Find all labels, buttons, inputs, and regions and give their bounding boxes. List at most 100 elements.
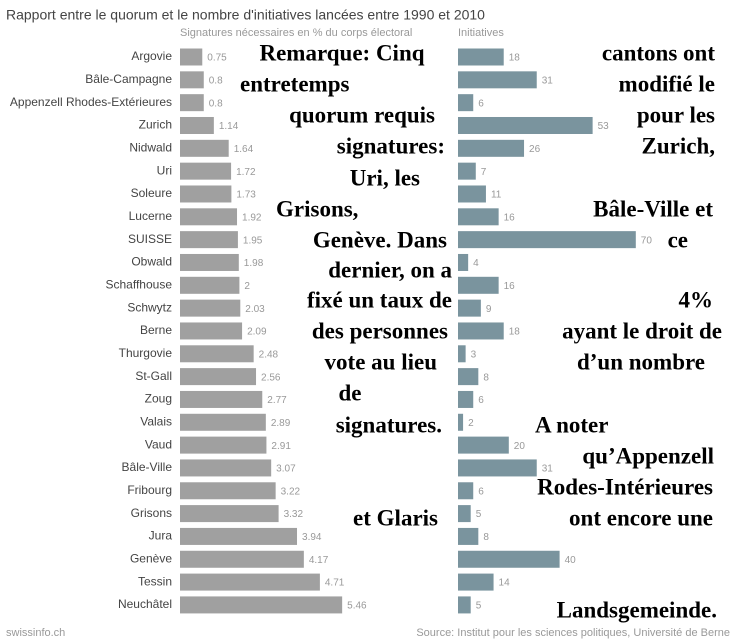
annotation-line: Rodes-Intérieures [537, 474, 713, 499]
value-label: 2 [468, 418, 474, 429]
bar [458, 550, 560, 568]
category-label: Vaud [145, 437, 172, 451]
bar [180, 368, 257, 386]
category-label: Grisons [131, 506, 172, 520]
value-label: 18 [509, 53, 521, 64]
annotation-line: 4% [679, 287, 714, 312]
value-label: 7 [481, 167, 487, 178]
bar [458, 162, 476, 180]
category-label: Obwald [131, 255, 172, 269]
value-label: 8 [483, 372, 489, 383]
bar [458, 413, 464, 431]
bar [458, 368, 479, 386]
value-label: 0.8 [209, 75, 223, 86]
bar [458, 573, 494, 591]
annotation-line: d’un nombre [577, 349, 705, 374]
value-label: 1.95 [243, 235, 263, 246]
bar [180, 253, 239, 271]
value-label: 3.94 [302, 532, 322, 543]
category-label: Schwytz [127, 300, 172, 314]
bar [458, 253, 469, 271]
bar [180, 299, 241, 317]
annotation-line: vote au lieu [325, 349, 438, 374]
value-label: 1.98 [244, 258, 264, 269]
annotation-line: et Glaris [353, 505, 438, 530]
bar [180, 94, 204, 112]
value-label: 2.03 [245, 304, 265, 315]
subtitle: Signatures nécessaires en % du corps éle… [180, 27, 412, 39]
value-label: 2.09 [247, 327, 267, 338]
value-label: 1.14 [219, 121, 239, 132]
value-label: 1.64 [234, 144, 254, 155]
value-label: 2.56 [261, 372, 281, 383]
category-label: Lucerne [129, 209, 173, 223]
bar [180, 71, 204, 89]
annotation-line: cantons ont [602, 40, 715, 65]
value-label: 40 [565, 555, 577, 566]
bar [180, 390, 263, 408]
category-label: Fribourg [127, 483, 172, 497]
annotation-line: qu’Appenzell [582, 443, 714, 468]
annotation-line: des personnes [312, 318, 448, 343]
value-label: 5.46 [347, 601, 367, 612]
category-label: Valais [140, 414, 172, 428]
bar [180, 459, 272, 477]
bar [458, 231, 636, 249]
bar [458, 299, 481, 317]
value-label: 53 [598, 121, 610, 132]
value-label: 2.48 [259, 349, 279, 360]
value-label: 4 [473, 258, 479, 269]
category-label: Bâle-Campagne [85, 72, 172, 86]
bar [458, 527, 479, 545]
annotation-line: Remarque: Cinq [259, 40, 424, 65]
annotation-line: pour les [637, 102, 715, 127]
bar [458, 459, 537, 477]
category-label: Argovie [131, 49, 172, 63]
value-label: 14 [499, 578, 511, 589]
annotation-line: fixé un taux de [307, 287, 452, 312]
value-label: 9 [486, 304, 492, 315]
value-label: 70 [641, 235, 653, 246]
bar [180, 139, 229, 157]
bar [180, 185, 232, 203]
annotation-line: Grisons, [276, 196, 358, 221]
value-label: 5 [476, 509, 482, 520]
category-label: Appenzell Rhodes-Extérieures [10, 95, 172, 109]
value-label: 4.17 [309, 555, 329, 566]
category-label: Berne [140, 323, 172, 337]
value-label: 0.75 [207, 53, 227, 64]
bar [458, 71, 537, 89]
annotation-line: Bâle-Ville et [593, 196, 713, 221]
category-label: Soleure [131, 186, 173, 200]
value-label: 31 [542, 75, 554, 86]
value-label: 11 [491, 190, 502, 201]
annotation-line: dernier, on a [328, 257, 452, 282]
annotation-line: modifié le [619, 71, 715, 96]
source: swissinfo.ch [6, 627, 65, 639]
annotation-line: ayant le droit de [562, 318, 722, 343]
bar [180, 482, 276, 500]
value-label: 2.91 [271, 441, 291, 452]
value-label: 5 [476, 601, 482, 612]
value-label: 2.89 [271, 418, 291, 429]
value-label: 1.73 [236, 190, 256, 201]
category-label: St-Gall [135, 369, 172, 383]
bar [180, 345, 254, 363]
value-label: 1.72 [236, 167, 256, 178]
value-label: 6 [478, 486, 484, 497]
annotation-line: entretemps [240, 71, 349, 96]
annotation-line: A noter [535, 412, 608, 437]
bar [458, 276, 499, 294]
category-label: Thurgovie [119, 346, 173, 360]
bar [458, 390, 474, 408]
source: Source: Institut pour les sciences polit… [416, 627, 730, 639]
category-label: Jura [149, 529, 173, 543]
bar [180, 527, 298, 545]
value-label: 3.22 [281, 486, 301, 497]
value-label: 16 [504, 281, 516, 292]
annotation-line: Uri, les [350, 165, 420, 190]
value-label: 2 [244, 281, 250, 292]
value-label: 4.71 [325, 578, 345, 589]
value-label: 26 [529, 144, 541, 155]
